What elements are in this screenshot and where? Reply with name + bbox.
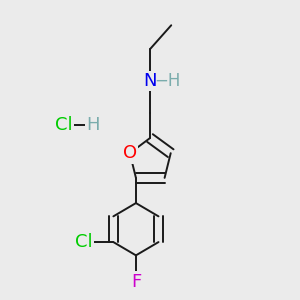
Text: N: N	[143, 72, 157, 90]
Text: Cl: Cl	[55, 116, 73, 134]
Text: F: F	[131, 273, 141, 291]
Text: H: H	[86, 116, 100, 134]
Text: O: O	[123, 144, 137, 162]
Text: −H: −H	[154, 72, 180, 90]
Text: Cl: Cl	[75, 233, 93, 251]
